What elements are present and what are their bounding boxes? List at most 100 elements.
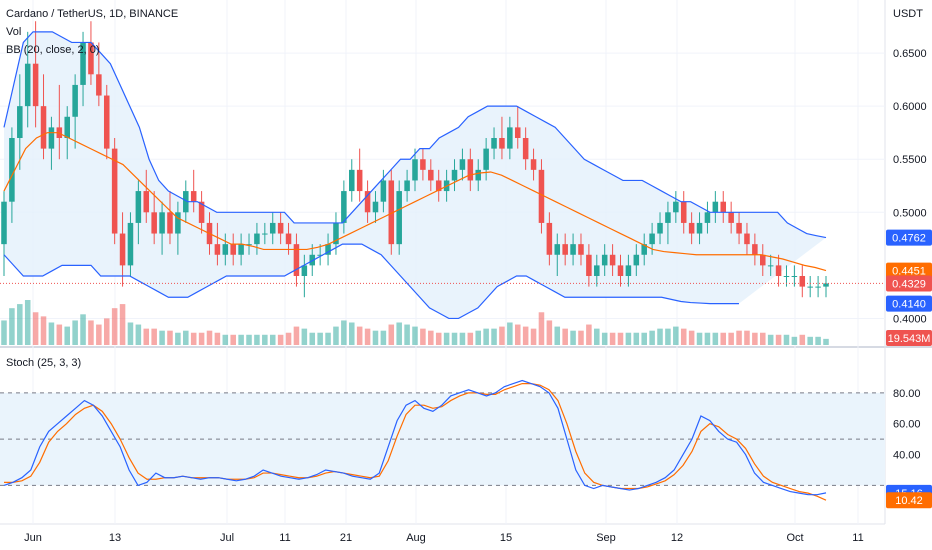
candle-body <box>364 191 371 213</box>
price-tick-label: 0.6500 <box>893 48 927 60</box>
volume-bar <box>364 328 371 345</box>
candle-body <box>657 222 663 234</box>
candle-body <box>246 244 252 246</box>
volume-bar <box>372 330 379 345</box>
volume-bar <box>435 332 442 345</box>
volume-bar <box>680 328 687 345</box>
symbol-legend[interactable]: Cardano / TetherUS, 1D, BINANCE <box>6 8 179 20</box>
candle-body <box>80 42 86 85</box>
candle-body <box>127 222 134 266</box>
volume-bar <box>530 328 537 345</box>
volume-bar <box>127 322 134 345</box>
candle-body <box>88 42 94 75</box>
bb-basis-badge-box <box>886 262 932 279</box>
candle-body <box>17 106 23 138</box>
volume-bar <box>48 322 55 345</box>
volume-bar <box>594 328 600 345</box>
candle-body <box>167 212 173 234</box>
candle-body <box>688 222 695 234</box>
candle-body <box>317 254 323 256</box>
volume-bar <box>736 330 742 345</box>
candle-body <box>24 63 31 107</box>
volume-bar <box>301 328 308 345</box>
volume-bar <box>388 324 395 345</box>
volume-bar <box>159 330 165 345</box>
candle-body <box>119 233 126 266</box>
candle-body <box>277 222 284 234</box>
candle-body <box>238 244 244 255</box>
bb-basis-badge-text: 0.4451 <box>892 266 926 278</box>
last-price-badge-text: 0.4329 <box>892 279 926 291</box>
volume-legend[interactable]: Vol <box>6 26 22 38</box>
volume-bar <box>254 334 260 345</box>
time-tick-label: 15 <box>500 532 512 544</box>
volume-bar <box>40 316 47 345</box>
bb-lower-badge-text: 0.4140 <box>892 299 926 311</box>
candle-body <box>499 138 505 149</box>
stoch-d-line <box>4 383 827 501</box>
volume-bar <box>507 322 513 345</box>
price-tick-label: 0.5000 <box>893 207 927 219</box>
candle-body <box>64 116 70 138</box>
volume-bar <box>538 312 545 345</box>
bb-lower-badge: 0.4140 <box>886 295 932 312</box>
time-tick-label: 11 <box>279 532 290 544</box>
volume-bar <box>167 330 173 345</box>
bb-upper-badge: 0.4762 <box>886 229 932 246</box>
volume-bar <box>262 334 268 345</box>
bollinger-legend[interactable]: BB (20, close, 2, 0) <box>6 44 100 56</box>
candle-body <box>767 265 774 267</box>
volume-bar <box>396 322 402 345</box>
candle-body <box>262 233 268 235</box>
volume-bar <box>317 332 323 345</box>
volume-bar <box>333 326 339 345</box>
candle-body <box>72 84 78 117</box>
candle-body <box>609 254 616 266</box>
volume-bar <box>198 332 205 345</box>
stochastic-series <box>0 379 885 501</box>
candle-body <box>617 265 624 276</box>
volume-bar <box>17 304 23 345</box>
volume-bar <box>56 324 63 345</box>
volume-bar <box>88 320 94 345</box>
stoch-k-line <box>3 379 827 496</box>
time-tick-label: Jul <box>220 532 234 544</box>
candle-body <box>1 201 7 245</box>
time-tick-label: Oct <box>786 532 803 544</box>
volume-bars <box>1 300 829 345</box>
volume-bar <box>451 332 458 345</box>
candle-body <box>720 201 727 213</box>
candle-body <box>554 244 561 255</box>
candle-body <box>823 283 829 287</box>
candle-body <box>269 222 276 234</box>
candle-body <box>48 127 55 149</box>
candle-body <box>586 254 592 276</box>
candle-body <box>451 169 458 181</box>
candle-body <box>380 180 387 202</box>
price-tick-label: 0.6000 <box>893 101 927 113</box>
candle-body <box>625 265 632 276</box>
time-tick-label: Sep <box>596 532 616 544</box>
candle-body <box>222 244 229 255</box>
stoch-d-badge: 10.42 <box>886 492 932 509</box>
last-price-badge-box <box>886 275 932 292</box>
price-tick-label: 0.4000 <box>893 313 927 325</box>
candle-body <box>285 233 292 245</box>
volume-bar <box>767 334 774 345</box>
candle-body <box>412 159 418 181</box>
volume-bar <box>341 320 347 345</box>
stoch-legend[interactable]: Stoch (25, 3, 3) <box>6 357 82 369</box>
candle-body <box>325 244 331 255</box>
price-tick-label: 0.5500 <box>893 154 927 166</box>
candle-body <box>783 276 790 277</box>
candle-body <box>151 212 157 234</box>
volume-bar <box>799 334 806 345</box>
candle-body <box>467 159 474 181</box>
volume-bar <box>214 332 221 345</box>
candle-body <box>301 265 308 276</box>
volume-bar <box>744 330 750 345</box>
volume-bar <box>285 332 292 345</box>
stoch-d-badge-text: 10.42 <box>895 495 923 507</box>
